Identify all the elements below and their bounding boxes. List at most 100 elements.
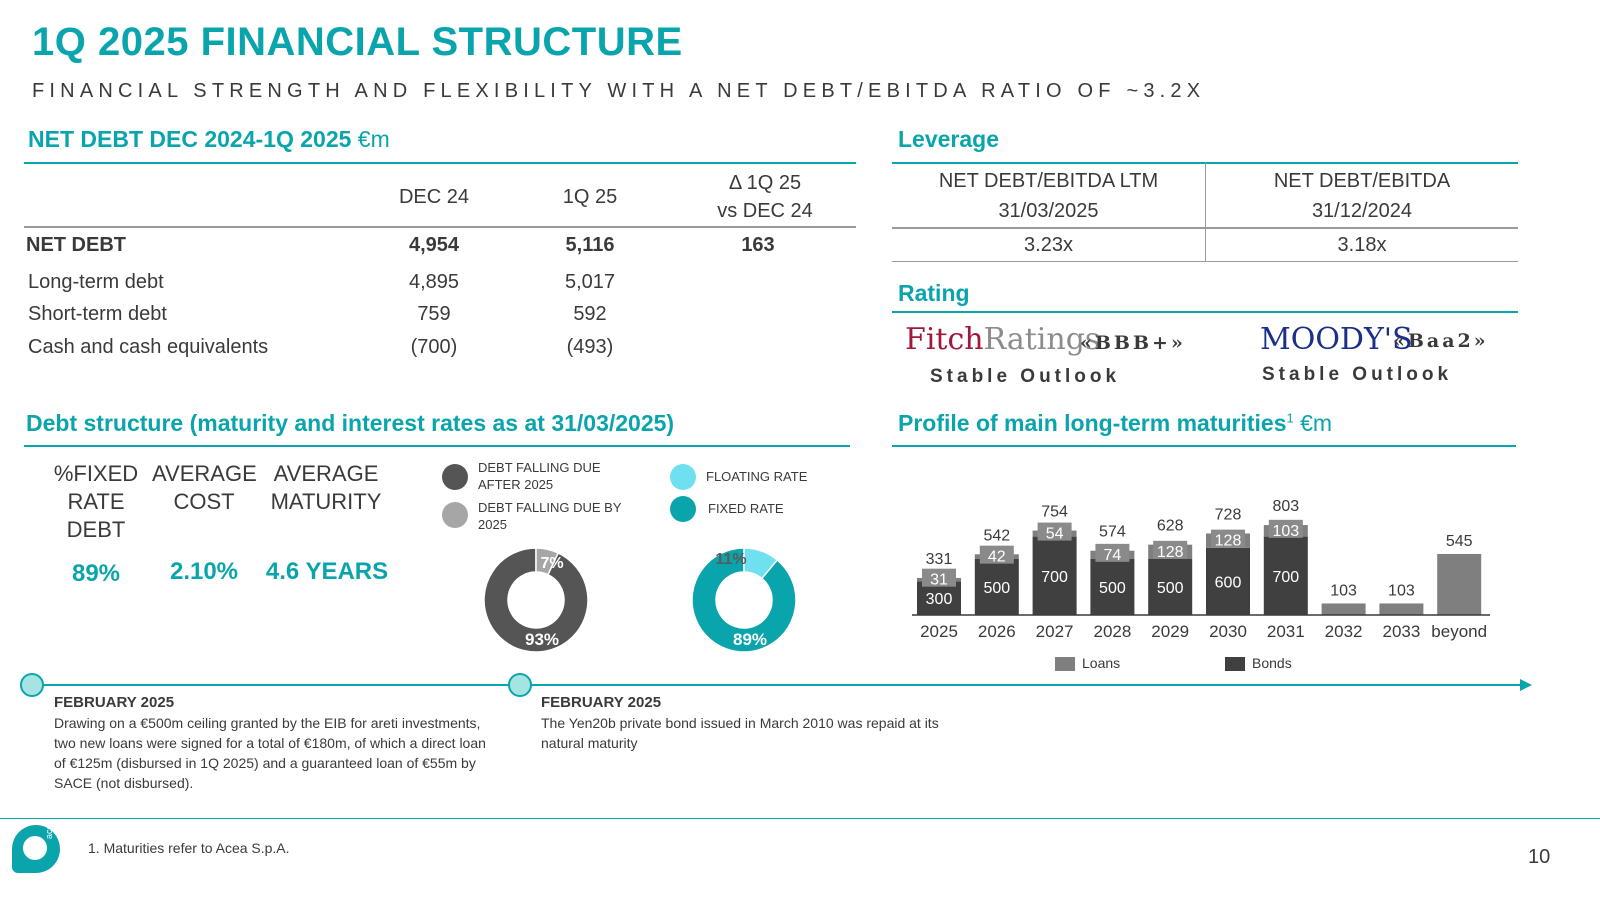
leverage-col1-line2: 31/03/2025 <box>998 200 1099 222</box>
maturities-unit: €m <box>1300 410 1333 436</box>
net-debt-unit: €m <box>357 126 390 152</box>
legend-floating-label: FLOATING RATE <box>706 469 808 484</box>
row-long-term-dec24: 4,895 <box>408 271 460 293</box>
maturities-heading-text: Profile of main long-term maturities <box>898 410 1287 436</box>
legend-bonds-swatch <box>1225 657 1245 671</box>
maturities-chart: 300 31 331 2025 500 42 542 2026 700 54 754 2027 500 7… <box>912 498 1490 671</box>
donut-maturity-by-label: 7% <box>540 555 563 572</box>
bar-total-label-2029: 628 <box>1157 518 1184 535</box>
moodys-outlook: Stable Outlook <box>1262 364 1453 385</box>
timeline-line <box>32 684 1524 686</box>
bar-loans-label-box-2031 <box>1268 519 1303 538</box>
bar-bonds-2031 <box>1263 536 1308 615</box>
bar-bonds-label-2031: 700 <box>1272 569 1299 586</box>
leverage-mid-rule <box>892 227 1518 229</box>
leverage-col2-line2: 31/12/2024 <box>1311 200 1413 222</box>
x-tick-label-2025: 2025 <box>920 622 958 641</box>
leverage-value-dec24: 3.18x <box>1337 234 1387 256</box>
footnote: 1. Maturities refer to Acea S.p.A. <box>88 840 290 856</box>
legend-loans-swatch <box>1055 657 1075 671</box>
row-net-debt-1q25: 5,116 <box>565 234 615 256</box>
x-tick-label-2026: 2026 <box>978 622 1016 641</box>
leverage-heading: Leverage <box>898 126 1000 152</box>
bar-loans-label-2031: 103 <box>1272 523 1299 540</box>
bar-bonds-2028 <box>1090 559 1135 615</box>
bar-bonds-label-2030: 600 <box>1215 574 1242 591</box>
legend-loans-label: Loans <box>1082 655 1120 671</box>
bar-bonds-label-2026: 500 <box>983 580 1010 597</box>
page-title: 1Q 2025 FINANCIAL STRUCTURE <box>32 20 683 64</box>
moodys-logo: MOODY'S <box>1260 322 1413 357</box>
row-short-term-label: Short-term debt <box>28 303 167 325</box>
kpi-average-cost-label: AVERAGE COST <box>152 461 257 514</box>
debt-structure-rule <box>24 445 850 447</box>
row-cash-1q25: (493) <box>566 336 614 358</box>
row-long-term-label: Long-term debt <box>28 271 164 293</box>
leverage-bottom-rule <box>892 261 1518 262</box>
donut-maturity-by-slice <box>535 547 560 576</box>
bar-total-label-2025: 331 <box>926 551 953 568</box>
bar-bonds-2026 <box>974 559 1019 615</box>
x-tick-label-beyond: beyond <box>1431 622 1487 641</box>
donut-maturity: 7% 93% <box>483 547 589 653</box>
maturities-footnote-mark: 1 <box>1286 410 1294 426</box>
legend-due-after-label: DEBT FALLING DUE AFTER 2025 <box>478 460 601 492</box>
rating-rule <box>892 311 1518 313</box>
bar-bonds-2030 <box>1206 547 1250 615</box>
bar-bonds-label-2028: 500 <box>1099 580 1126 597</box>
kpi-average-maturity-label: AVERAGE MATURITY <box>270 461 382 514</box>
page-subtitle: FINANCIAL STRENGTH AND FLEXIBILITY WITH … <box>32 80 1206 102</box>
bar-loans-beyond <box>1437 553 1482 615</box>
x-tick-label-2031: 2031 <box>1267 622 1305 641</box>
row-cash-label: Cash and cash equivalents <box>28 336 269 358</box>
maturities-rule <box>892 445 1516 447</box>
bar-bonds-label-2027: 700 <box>1041 569 1068 586</box>
donut-rate-fixed-label: 89% <box>733 630 767 649</box>
row-net-debt-label: NET DEBT <box>26 234 126 256</box>
donut-rate-floating-slice <box>743 547 779 580</box>
row-long-term-1q25: 5,017 <box>564 271 616 293</box>
legend-fixed-label: FIXED RATE <box>708 501 784 516</box>
col-1q25: 1Q 25 <box>562 186 618 208</box>
timeline-arrow-icon <box>1520 679 1532 691</box>
fitch-outlook: Stable Outlook <box>930 366 1121 387</box>
bar-loans-2033 <box>1379 603 1424 615</box>
kpi-fixed-rate-value: 89% <box>71 560 121 587</box>
donut-rate-fixed-slice <box>691 547 797 653</box>
bar-loans-label-2030: 128 <box>1215 533 1242 550</box>
acea-logo: acea <box>12 819 60 873</box>
fitch-logo: FitchRatings <box>905 322 1100 357</box>
bar-bonds-2029 <box>1148 559 1193 615</box>
timeline-event-2-text: The Yen20b private bond issued in March … <box>541 715 939 751</box>
legend-due-after-swatch <box>442 464 468 490</box>
timeline-event-1-date: FEBRUARY 2025 <box>54 694 175 711</box>
col-delta-line2: vs DEC 24 <box>717 200 813 222</box>
legend-due-by-label: DEBT FALLING DUE BY 2025 <box>478 500 622 532</box>
legend-bonds-label: Bonds <box>1252 655 1292 671</box>
acea-logo-hole <box>23 836 47 860</box>
kpi-average-maturity-value: 4.6 YEARS <box>265 558 389 585</box>
bar-loans-2032 <box>1321 603 1366 615</box>
acea-logo-text: acea <box>44 819 54 839</box>
debt-structure-heading: Debt structure (maturity and interest ra… <box>26 410 675 436</box>
bar-total-label-2026: 542 <box>983 527 1010 544</box>
leverage-col2-line1: NET DEBT/EBITDA <box>1273 170 1451 192</box>
row-net-debt-dec24: 4,954 <box>408 234 460 256</box>
legend-due-by-swatch <box>442 502 468 528</box>
x-tick-label-2030: 2030 <box>1209 622 1247 641</box>
bar-bonds-label-2029: 500 <box>1157 580 1184 597</box>
timeline-marker-2 <box>508 673 532 697</box>
fitch-logo-a: Fitch <box>905 322 984 357</box>
donut-maturity-after-slice <box>483 547 589 653</box>
bar-loans-label-2028: 74 <box>1104 547 1122 564</box>
col-dec24: DEC 24 <box>398 186 470 208</box>
fitch-logo-b: Ratings <box>983 322 1101 357</box>
legend-floating-swatch <box>670 464 696 490</box>
bar-total-label-2033: 103 <box>1388 582 1415 599</box>
x-tick-label-2028: 2028 <box>1093 622 1131 641</box>
net-debt-header-rule <box>24 226 856 228</box>
bar-total-label-2028: 574 <box>1099 524 1126 541</box>
x-tick-label-2033: 2033 <box>1382 622 1420 641</box>
legend-fixed-swatch <box>670 496 696 522</box>
timeline-marker-1 <box>20 673 44 697</box>
